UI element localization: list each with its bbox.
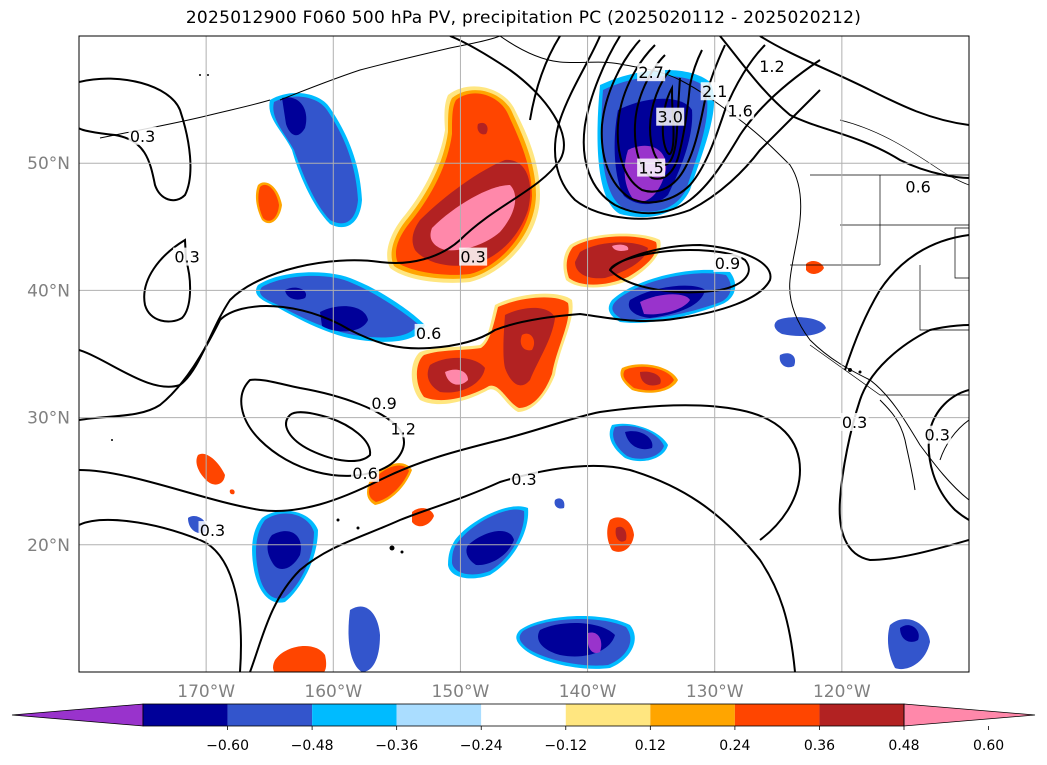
colorbar-segment — [143, 704, 228, 726]
colorbar-tick-label: −0.60 — [206, 738, 249, 754]
colorbar-tick-label: −0.48 — [291, 738, 334, 754]
colorbar-tick-label: 0.48 — [888, 738, 919, 754]
contour-label-bg — [923, 425, 952, 444]
contour-label-bg — [726, 101, 755, 120]
contour-label-bg — [510, 470, 538, 489]
contour-label: 0.3 — [511, 470, 536, 489]
contour-label: 1.6 — [727, 101, 752, 120]
contour-label-bg — [637, 158, 666, 177]
contour-label-bg — [637, 63, 666, 82]
lat-tick-label: 20°N — [27, 536, 70, 556]
contour-label: 0.3 — [460, 248, 485, 267]
contour-label: 0.3 — [130, 127, 155, 146]
colorbar-segment — [819, 704, 904, 726]
contour-label: 0.9 — [371, 394, 396, 413]
contour-label-bg — [713, 253, 742, 272]
contour-label-bg — [840, 412, 869, 431]
colorbar-tick-label: −0.36 — [375, 738, 418, 754]
lon-tick-label: 170°W — [177, 682, 235, 702]
colorbar-segment — [227, 704, 313, 726]
contour-label: 0.3 — [200, 521, 225, 540]
lon-tick-label: 140°W — [559, 682, 617, 702]
contour-label-bg — [173, 247, 202, 266]
colorbar-tick-label: −0.12 — [544, 738, 587, 754]
colorbar-border — [142, 703, 905, 727]
contour-label-bg — [656, 107, 685, 126]
lat-tick-label: 50°N — [27, 154, 70, 174]
contour-label: 3.0 — [657, 108, 682, 127]
colorbar-segment — [734, 704, 820, 726]
lon-tick-label: 120°W — [813, 682, 871, 702]
contour-label-bg — [351, 463, 380, 482]
contour-label: 1.5 — [638, 159, 663, 178]
contour-label-bg — [128, 126, 157, 145]
colorbar-extend-high — [903, 703, 1036, 727]
lon-tick-label: 130°W — [686, 682, 744, 702]
contour-label: 1.2 — [390, 419, 415, 438]
colorbar-tick-label: 0.24 — [719, 738, 750, 754]
lat-tick-label: 30°N — [27, 409, 70, 429]
colorbar-segment — [312, 704, 397, 726]
contour-labels: 0.3 0.3 0.3 0.3 0.3 0.3 0.3 0.6 0.6 0.6 0.9 0.9 1.2 1… — [128, 56, 952, 540]
colorbar-segment — [565, 704, 651, 726]
colorbar-extend-low — [11, 703, 144, 727]
plot-border — [78, 35, 970, 673]
lat-tick-label: 40°N — [27, 281, 70, 301]
map-title: 2025012900 F060 500 hPa PV, precipitatio… — [185, 8, 862, 28]
contour-label-bg — [198, 521, 227, 540]
lon-tick-label: 150°W — [432, 682, 490, 702]
contour-label: 0.9 — [715, 254, 740, 273]
colorbar-segment — [481, 704, 566, 726]
lon-tick-labels: 170°W 160°W 150°W 140°W 130°W 120°W — [177, 682, 871, 702]
islands — [111, 74, 862, 554]
contour-label: 2.1 — [702, 82, 727, 101]
contour-label: 1.2 — [759, 57, 784, 76]
contour-label: 0.3 — [924, 426, 949, 445]
colorbar-tick-label: 0.12 — [635, 738, 666, 754]
gridlines — [79, 36, 969, 672]
contour-label: 0.6 — [352, 464, 377, 483]
contour-label-bg — [370, 393, 399, 412]
contour-label: 0.6 — [905, 178, 930, 197]
political-borders — [790, 119, 969, 396]
colorbar: −0.60 −0.48 −0.36 −0.24 −0.12 0.12 0.24 0.36 0.4… — [11, 703, 1036, 754]
contour-label: 0.3 — [842, 413, 867, 432]
precip-negative-fields — [188, 69, 930, 672]
precip-positive-fields — [196, 86, 824, 672]
coastlines — [99, 36, 969, 501]
lon-tick-label: 160°W — [304, 682, 362, 702]
contour-label-bg — [389, 419, 418, 438]
colorbar-tick-label: 0.60 — [973, 738, 1004, 754]
contour-label-bg — [904, 177, 933, 196]
contour-label-bg — [700, 82, 729, 101]
colorbar-segment — [396, 704, 482, 726]
colorbar-tick-label: 0.36 — [804, 738, 835, 754]
colorbar-segment — [650, 704, 735, 726]
colorbar-tick-label: −0.24 — [460, 738, 503, 754]
contour-label: 2.7 — [638, 63, 663, 82]
contour-label-bg — [459, 247, 488, 266]
lat-tick-labels: 50°N 40°N 30°N 20°N — [27, 154, 70, 556]
contour-label: 0.3 — [174, 248, 199, 267]
contour-label-bg — [414, 323, 443, 342]
contour-label: 0.6 — [416, 324, 441, 343]
contour-label-bg — [757, 56, 786, 75]
